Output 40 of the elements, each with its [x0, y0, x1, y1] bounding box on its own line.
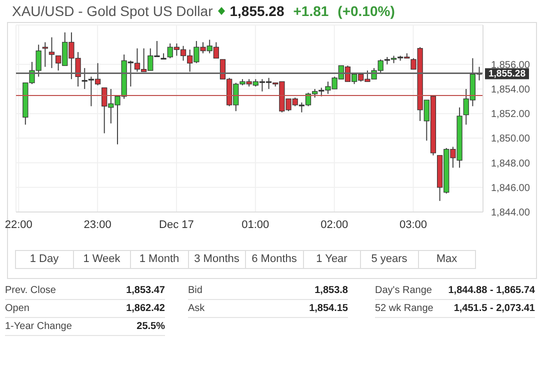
y-tick-label: 1,844.00 [491, 208, 530, 219]
x-tick-label: 01:00 [242, 218, 270, 231]
x-tick-label: 03:00 [400, 218, 428, 231]
text: (+0.10%) [338, 3, 395, 19]
text: 1 Year [302, 251, 360, 268]
text: 3 Months [188, 251, 245, 268]
text: 1,853.8 [314, 284, 348, 298]
ref-line-label: 1,855.28 [488, 68, 526, 80]
text: 1,854.15 [309, 302, 348, 316]
text: Bid [188, 284, 202, 298]
text: 1,451.5 - 2,073.41 [454, 302, 535, 316]
text: 1,862.42 [126, 302, 165, 316]
y-tick-label: 1,852.00 [491, 109, 530, 120]
y-tick-label: 1,846.00 [491, 182, 530, 194]
text: 1,844.88 - 1,865.74 [448, 284, 535, 298]
text: Prev. Close [5, 284, 56, 298]
x-tick-label: Dec 17 [159, 218, 194, 231]
y-tick-label: 1,850.00 [491, 134, 530, 145]
text: 1-Year Change [5, 320, 72, 334]
text: 1 Week [72, 251, 130, 268]
text: Day's Range [375, 284, 432, 298]
chart-title: XAU/USD - Gold Spot US Dollar [12, 3, 213, 19]
x-tick-label: 22:00 [4, 218, 32, 231]
text: Max [418, 251, 475, 268]
y-tick-label: 1,848.00 [491, 158, 530, 170]
text: 1 Month [130, 251, 188, 268]
text: 1,853.47 [126, 284, 165, 298]
text: 52 wk Range [375, 302, 434, 316]
text: 1 Day [28, 252, 60, 267]
text: 25.5% [136, 320, 165, 334]
candlestick [48, 36, 55, 69]
text: Ask [188, 302, 205, 316]
text: +1.81 [293, 3, 329, 19]
y-tick-label: 1,854.00 [491, 84, 530, 96]
x-tick-label: 23:00 [84, 218, 112, 231]
text: 6 Months [245, 251, 302, 268]
chart-subtitle: 1,855.28 [230, 3, 284, 19]
text: Open [5, 302, 30, 316]
x-tick-label: 02:00 [320, 218, 348, 231]
text: 5 years [360, 251, 418, 268]
